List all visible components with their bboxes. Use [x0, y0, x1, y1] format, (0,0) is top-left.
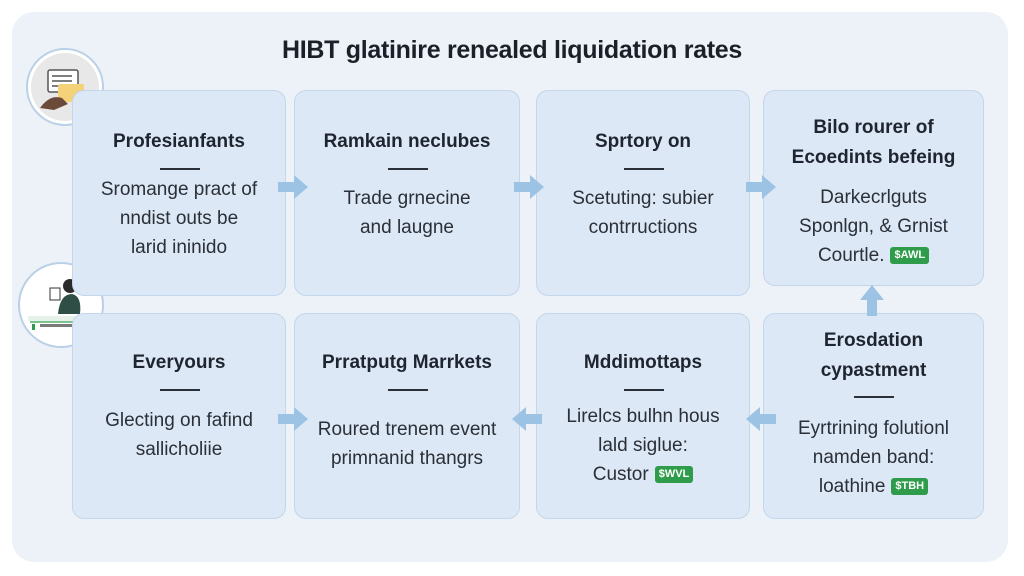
card-text: Eyrtrining folutionl namden band: loathi… — [797, 418, 950, 497]
cash-icon: $AWL — [890, 247, 930, 265]
right-arrow-icon — [278, 175, 308, 199]
step-card-8: Erosdation cypastment Eyrtrining folutio… — [763, 313, 984, 519]
card-heading: Sprtory on — [594, 131, 692, 152]
left-arrow-icon — [512, 407, 542, 431]
step-card-5: Everyours Glecting on fafind sallicholii… — [72, 313, 286, 519]
card-divider — [160, 389, 200, 391]
card-heading: Erosdation cypastment — [820, 330, 927, 381]
card-text: Sromange pract of nndist outs be larid i… — [100, 179, 258, 258]
left-arrow-icon — [746, 407, 776, 431]
cash-icon: $WVL — [654, 466, 694, 484]
right-arrow-icon — [746, 175, 776, 199]
card-text: Roured trenem event primnanid thangrs — [317, 419, 497, 469]
card-text: Glecting on fafind sallicholiie — [105, 410, 253, 460]
card-heading: Everyours — [132, 352, 226, 373]
step-card-6: Prratputg Marrkets Roured trenem event p… — [294, 313, 520, 519]
card-divider — [388, 168, 428, 170]
step-card-3: Sprtory on Scetuting: subier contrructio… — [536, 90, 750, 296]
card-heading: Prratputg Marrkets — [322, 352, 492, 373]
card-text: Darkecrlguts Sponlgn, & Grnist Courtle. $… — [799, 187, 948, 266]
right-arrow-icon — [278, 407, 308, 431]
step-card-2: Ramkain neclubes Trade grnecine and laug… — [294, 90, 520, 296]
card-heading: Bilo rourer of Ecoedints befeing — [791, 117, 956, 168]
card-text: Trade grnecine and laugne — [343, 188, 471, 238]
card-heading: Mddimottaps — [583, 352, 703, 373]
card-text: Scetuting: subier contrructions — [572, 188, 714, 238]
right-arrow-icon — [514, 175, 544, 199]
card-divider — [854, 396, 894, 398]
diagram-title: HIBT glatinire renealed liquidation rate… — [281, 36, 742, 64]
card-heading: Ramkain neclubes — [323, 131, 491, 152]
up-arrow-icon — [860, 285, 884, 316]
step-card-1: Profesianfants Sromange pract of nndist … — [72, 90, 286, 296]
cash-icon: $TBH — [891, 478, 929, 496]
card-divider — [160, 168, 200, 170]
card-text: Lirelcs bulhn hous lald siglue: Custor $W… — [566, 406, 720, 485]
card-heading: Profesianfants — [113, 131, 245, 152]
step-card-7: Mddimottaps Lirelcs bulhn hous lald sigl… — [536, 313, 750, 519]
step-card-4: Bilo rourer of Ecoedints befeing Darkecr… — [763, 90, 984, 286]
card-divider — [624, 389, 664, 391]
card-divider — [388, 389, 428, 391]
card-divider — [624, 168, 664, 170]
